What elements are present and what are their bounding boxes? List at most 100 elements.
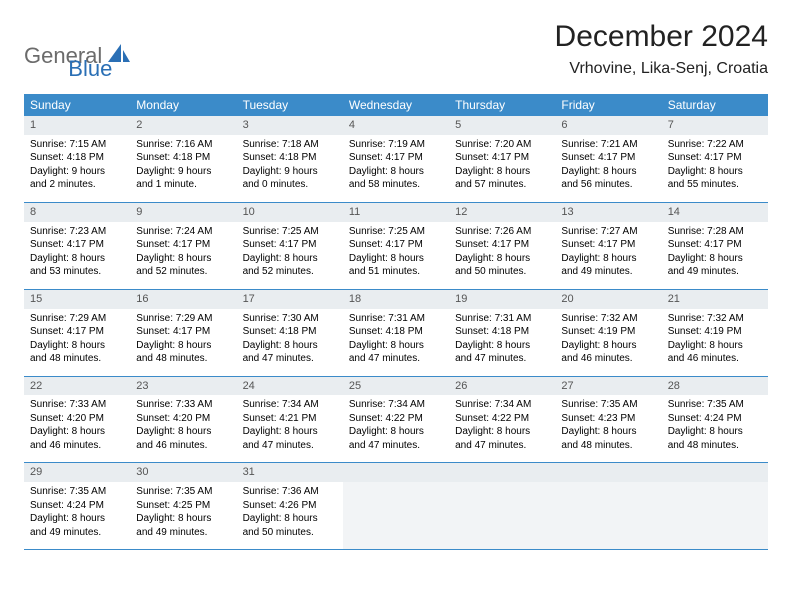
day-number-cell: 20 bbox=[555, 289, 661, 308]
sunrise-text: Sunrise: 7:35 AM bbox=[30, 485, 124, 499]
daylight-text: Daylight: 8 hours and 46 minutes. bbox=[561, 339, 655, 366]
sunset-text: Sunset: 4:24 PM bbox=[668, 412, 762, 426]
day-number-cell bbox=[343, 463, 449, 482]
sunrise-text: Sunrise: 7:24 AM bbox=[136, 225, 230, 239]
sunrise-text: Sunrise: 7:22 AM bbox=[668, 138, 762, 152]
daynum-row: 293031 bbox=[24, 463, 768, 482]
sunset-text: Sunset: 4:17 PM bbox=[349, 151, 443, 165]
day-content-cell: Sunrise: 7:31 AMSunset: 4:18 PMDaylight:… bbox=[343, 309, 449, 377]
sunrise-text: Sunrise: 7:29 AM bbox=[30, 312, 124, 326]
sunset-text: Sunset: 4:18 PM bbox=[243, 151, 337, 165]
daylight-text: Daylight: 8 hours and 48 minutes. bbox=[668, 425, 762, 452]
day-content-cell: Sunrise: 7:15 AMSunset: 4:18 PMDaylight:… bbox=[24, 135, 130, 203]
sunrise-text: Sunrise: 7:15 AM bbox=[30, 138, 124, 152]
sunrise-text: Sunrise: 7:32 AM bbox=[668, 312, 762, 326]
weekday-header: Saturday bbox=[662, 94, 768, 116]
daylight-text: Daylight: 8 hours and 48 minutes. bbox=[30, 339, 124, 366]
sunset-text: Sunset: 4:20 PM bbox=[136, 412, 230, 426]
sunset-text: Sunset: 4:18 PM bbox=[30, 151, 124, 165]
day-number-cell: 15 bbox=[24, 289, 130, 308]
daylight-text: Daylight: 8 hours and 46 minutes. bbox=[136, 425, 230, 452]
daylight-text: Daylight: 9 hours and 2 minutes. bbox=[30, 165, 124, 192]
sunset-text: Sunset: 4:17 PM bbox=[561, 238, 655, 252]
day-number-cell: 24 bbox=[237, 376, 343, 395]
day-number-cell: 3 bbox=[237, 116, 343, 135]
day-number-cell: 25 bbox=[343, 376, 449, 395]
day-number-cell: 19 bbox=[449, 289, 555, 308]
weekday-header: Tuesday bbox=[237, 94, 343, 116]
sunrise-text: Sunrise: 7:34 AM bbox=[349, 398, 443, 412]
sunrise-text: Sunrise: 7:32 AM bbox=[561, 312, 655, 326]
sunset-text: Sunset: 4:22 PM bbox=[349, 412, 443, 426]
day-content-cell: Sunrise: 7:20 AMSunset: 4:17 PMDaylight:… bbox=[449, 135, 555, 203]
sunrise-text: Sunrise: 7:33 AM bbox=[30, 398, 124, 412]
day-content-cell: Sunrise: 7:34 AMSunset: 4:22 PMDaylight:… bbox=[343, 395, 449, 463]
day-number-cell: 22 bbox=[24, 376, 130, 395]
sunrise-text: Sunrise: 7:26 AM bbox=[455, 225, 549, 239]
daylight-text: Daylight: 8 hours and 53 minutes. bbox=[30, 252, 124, 279]
day-content-cell bbox=[662, 482, 768, 550]
day-number-cell: 30 bbox=[130, 463, 236, 482]
day-number-cell: 10 bbox=[237, 202, 343, 221]
weekday-header: Wednesday bbox=[343, 94, 449, 116]
sunrise-text: Sunrise: 7:34 AM bbox=[243, 398, 337, 412]
daylight-text: Daylight: 8 hours and 56 minutes. bbox=[561, 165, 655, 192]
daylight-text: Daylight: 8 hours and 47 minutes. bbox=[349, 425, 443, 452]
header: General Blue December 2024 Vrhovine, Lik… bbox=[24, 20, 768, 82]
day-content-cell: Sunrise: 7:35 AMSunset: 4:24 PMDaylight:… bbox=[24, 482, 130, 550]
weekday-header: Thursday bbox=[449, 94, 555, 116]
sunset-text: Sunset: 4:17 PM bbox=[243, 238, 337, 252]
page-title: December 2024 bbox=[555, 20, 768, 54]
sunset-text: Sunset: 4:17 PM bbox=[455, 238, 549, 252]
weekday-header: Monday bbox=[130, 94, 236, 116]
sunset-text: Sunset: 4:17 PM bbox=[561, 151, 655, 165]
day-number-cell: 1 bbox=[24, 116, 130, 135]
sunset-text: Sunset: 4:17 PM bbox=[136, 238, 230, 252]
sunrise-text: Sunrise: 7:35 AM bbox=[561, 398, 655, 412]
daylight-text: Daylight: 9 hours and 0 minutes. bbox=[243, 165, 337, 192]
sunrise-text: Sunrise: 7:35 AM bbox=[136, 485, 230, 499]
day-number-cell: 31 bbox=[237, 463, 343, 482]
daynum-row: 1234567 bbox=[24, 116, 768, 135]
sunrise-text: Sunrise: 7:30 AM bbox=[243, 312, 337, 326]
daylight-text: Daylight: 8 hours and 58 minutes. bbox=[349, 165, 443, 192]
day-content-cell: Sunrise: 7:22 AMSunset: 4:17 PMDaylight:… bbox=[662, 135, 768, 203]
sunset-text: Sunset: 4:22 PM bbox=[455, 412, 549, 426]
day-number-cell: 26 bbox=[449, 376, 555, 395]
sunset-text: Sunset: 4:24 PM bbox=[30, 499, 124, 513]
sunrise-text: Sunrise: 7:34 AM bbox=[455, 398, 549, 412]
day-number-cell bbox=[555, 463, 661, 482]
sunset-text: Sunset: 4:25 PM bbox=[136, 499, 230, 513]
day-content-cell: Sunrise: 7:25 AMSunset: 4:17 PMDaylight:… bbox=[343, 222, 449, 290]
daylight-text: Daylight: 8 hours and 52 minutes. bbox=[136, 252, 230, 279]
day-number-cell: 27 bbox=[555, 376, 661, 395]
daynum-row: 891011121314 bbox=[24, 202, 768, 221]
day-content-cell: Sunrise: 7:24 AMSunset: 4:17 PMDaylight:… bbox=[130, 222, 236, 290]
content-row: Sunrise: 7:23 AMSunset: 4:17 PMDaylight:… bbox=[24, 222, 768, 290]
daylight-text: Daylight: 8 hours and 47 minutes. bbox=[243, 425, 337, 452]
day-content-cell: Sunrise: 7:19 AMSunset: 4:17 PMDaylight:… bbox=[343, 135, 449, 203]
daylight-text: Daylight: 8 hours and 48 minutes. bbox=[561, 425, 655, 452]
daylight-text: Daylight: 8 hours and 49 minutes. bbox=[668, 252, 762, 279]
day-content-cell: Sunrise: 7:26 AMSunset: 4:17 PMDaylight:… bbox=[449, 222, 555, 290]
sunrise-text: Sunrise: 7:19 AM bbox=[349, 138, 443, 152]
day-content-cell: Sunrise: 7:16 AMSunset: 4:18 PMDaylight:… bbox=[130, 135, 236, 203]
day-number-cell: 17 bbox=[237, 289, 343, 308]
sunrise-text: Sunrise: 7:28 AM bbox=[668, 225, 762, 239]
sunset-text: Sunset: 4:18 PM bbox=[455, 325, 549, 339]
day-content-cell: Sunrise: 7:32 AMSunset: 4:19 PMDaylight:… bbox=[662, 309, 768, 377]
daylight-text: Daylight: 8 hours and 50 minutes. bbox=[243, 512, 337, 539]
day-number-cell: 6 bbox=[555, 116, 661, 135]
sunset-text: Sunset: 4:17 PM bbox=[136, 325, 230, 339]
day-number-cell: 21 bbox=[662, 289, 768, 308]
sunrise-text: Sunrise: 7:23 AM bbox=[30, 225, 124, 239]
daylight-text: Daylight: 8 hours and 46 minutes. bbox=[668, 339, 762, 366]
day-content-cell: Sunrise: 7:31 AMSunset: 4:18 PMDaylight:… bbox=[449, 309, 555, 377]
day-content-cell: Sunrise: 7:34 AMSunset: 4:22 PMDaylight:… bbox=[449, 395, 555, 463]
logo-text-blue: Blue bbox=[68, 56, 112, 82]
day-content-cell: Sunrise: 7:25 AMSunset: 4:17 PMDaylight:… bbox=[237, 222, 343, 290]
day-number-cell bbox=[449, 463, 555, 482]
day-number-cell: 29 bbox=[24, 463, 130, 482]
sunset-text: Sunset: 4:17 PM bbox=[455, 151, 549, 165]
sunrise-text: Sunrise: 7:33 AM bbox=[136, 398, 230, 412]
